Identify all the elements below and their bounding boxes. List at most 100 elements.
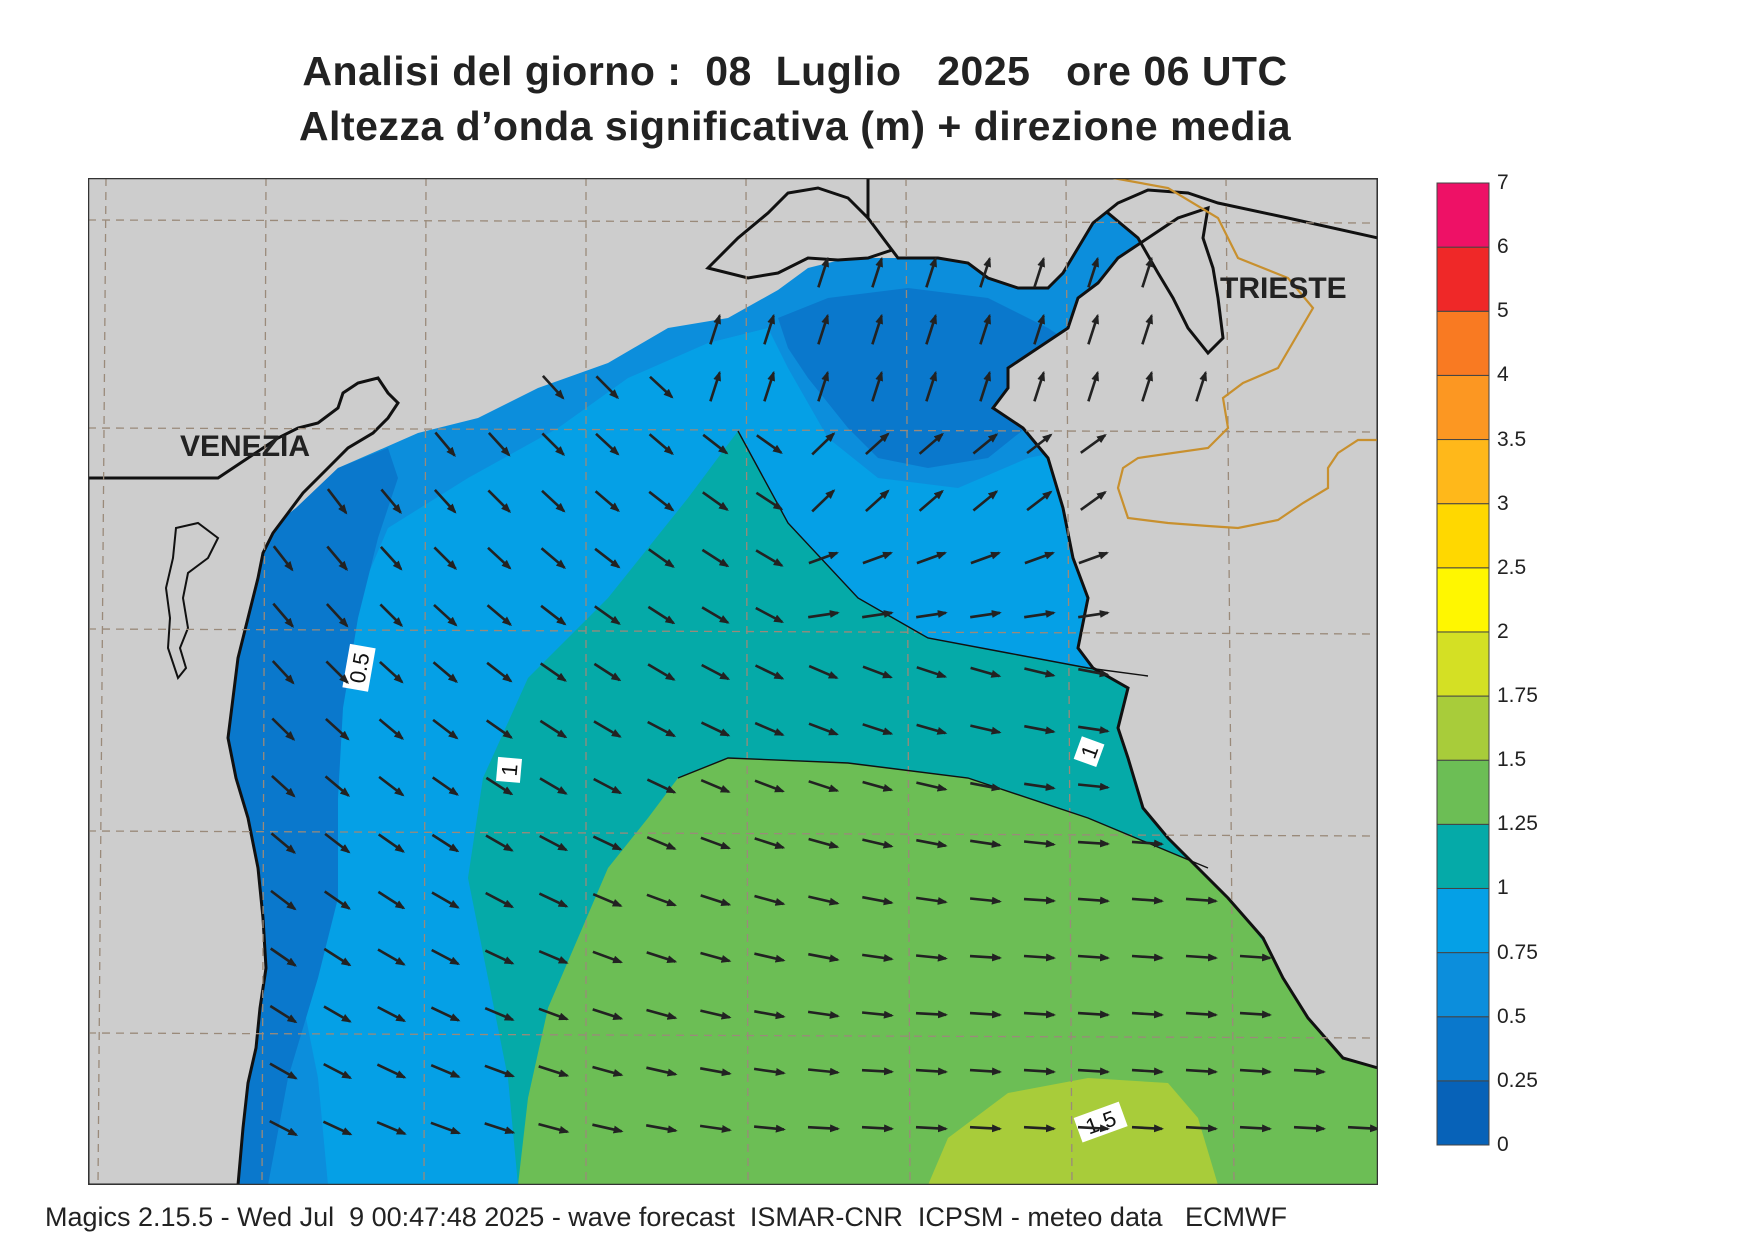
wave-arrow	[1185, 1067, 1218, 1076]
map-subtitle: Altezza d’onda significativa (m) + direz…	[298, 103, 1292, 149]
wave-arrow	[1033, 313, 1045, 345]
wave-arrow	[700, 721, 731, 737]
wave-arrow	[323, 1005, 352, 1023]
wave-arrow	[325, 603, 349, 628]
wave-arrow	[484, 1007, 515, 1021]
wave-arrow	[925, 256, 937, 288]
wave-arrow	[916, 723, 948, 735]
wave-arrow	[1080, 491, 1107, 511]
wave-arrow	[433, 546, 458, 571]
wave-arrow	[1078, 610, 1110, 619]
wave-arrow	[701, 663, 731, 681]
wave-arrow	[979, 256, 991, 288]
wave-arrow	[594, 547, 621, 569]
wave-arrow	[431, 891, 460, 909]
wave-arrow	[377, 890, 406, 910]
wave-arrow	[1023, 953, 1056, 962]
wave-arrow	[862, 551, 893, 565]
wave-arrow	[1087, 256, 1099, 288]
wave-arrow	[753, 1067, 786, 1076]
wave-arrow	[430, 1064, 461, 1078]
wave-arrow	[754, 664, 785, 680]
contour-label-0.5: 0.5	[342, 643, 376, 692]
wave-arrow	[916, 551, 947, 565]
legend-swatch	[1436, 1080, 1490, 1146]
wave-arrow	[861, 1010, 894, 1019]
wave-arrow	[541, 489, 566, 513]
wave-arrow	[871, 313, 883, 345]
wave-arrow	[1131, 1124, 1164, 1133]
state-border	[1112, 178, 1378, 530]
wave-arrow	[1078, 667, 1110, 678]
wave-arrow	[754, 894, 786, 906]
wave-arrow	[1239, 1010, 1272, 1019]
wave-arrow	[592, 1065, 624, 1077]
land-venice	[88, 376, 400, 1185]
wave-arrow	[646, 951, 678, 963]
legend-swatch	[1436, 759, 1490, 825]
wave-arrow	[646, 778, 677, 794]
legend-level-label: 0.5	[1497, 1004, 1527, 1028]
wave-arrow	[325, 717, 350, 741]
wave-arrow	[1077, 896, 1110, 905]
wave-arrow	[1033, 370, 1045, 402]
wave-arrow	[269, 1004, 298, 1024]
wave-arrow	[702, 433, 729, 455]
wave-arrow	[916, 896, 948, 905]
legend-swatch	[1436, 695, 1490, 761]
wave-arrow	[592, 893, 623, 907]
land-northeast-top	[866, 178, 1378, 290]
wave-arrow	[379, 660, 404, 684]
wave-arrow	[646, 893, 677, 907]
wave-arrow	[647, 663, 676, 681]
legend-level-label: 2	[1497, 619, 1509, 643]
wave-arrow	[326, 488, 348, 515]
wave-arrow	[925, 370, 937, 402]
wave-arrow	[430, 1006, 461, 1022]
wave-arrow	[754, 1010, 786, 1020]
wave-arrow	[755, 491, 784, 511]
wave-arrow	[700, 951, 732, 963]
wave-arrow	[540, 547, 567, 569]
legend-level-label: 1	[1497, 876, 1509, 900]
wave-arrow	[754, 779, 785, 793]
wave-arrow	[377, 833, 405, 853]
wave-arrow	[378, 775, 405, 797]
wave-arrow	[271, 774, 296, 798]
wave-arrow	[808, 664, 839, 680]
wave-arrow	[271, 660, 295, 685]
wave-arrow	[1077, 1067, 1110, 1076]
wave-arrow	[269, 1062, 298, 1080]
wave-arrow	[871, 256, 883, 288]
wave-direction-arrows	[269, 256, 1378, 1137]
legend-level-label: 1.25	[1497, 812, 1538, 836]
wave-arrow	[322, 1120, 353, 1136]
wave-arrow	[1293, 1124, 1326, 1133]
legend-level-label: 0.25	[1497, 1068, 1538, 1092]
wave-arrow	[755, 606, 784, 624]
wave-arrow	[1131, 896, 1164, 905]
wave-arrow	[1141, 313, 1153, 345]
legend-level-label: 5	[1497, 299, 1509, 323]
wave-arrow	[487, 546, 512, 570]
wave-arrow	[486, 604, 513, 626]
wave-arrow	[323, 947, 352, 967]
wave-arrow	[916, 838, 948, 849]
wave-arrow	[324, 775, 351, 797]
wave-arrow	[754, 721, 785, 737]
wave-arrow	[925, 313, 937, 345]
legend-level-label: 7	[1497, 171, 1509, 194]
wave-arrow	[865, 432, 890, 456]
wave-arrow	[594, 605, 621, 625]
sea-zone-1.25-1.5	[518, 758, 1378, 1185]
wave-arrow	[1185, 1010, 1218, 1019]
wave-arrow	[485, 891, 515, 909]
map-title: Analisi del giorno : 08 Luglio 2025 ore …	[302, 48, 1288, 94]
wave-arrow	[1239, 953, 1272, 962]
wave-arrow	[756, 434, 783, 454]
wave-arrow	[817, 370, 829, 402]
graticule	[88, 178, 1378, 1185]
legend-swatch	[1436, 823, 1490, 889]
wave-arrow	[377, 948, 406, 966]
contour-lines	[677, 430, 1209, 869]
